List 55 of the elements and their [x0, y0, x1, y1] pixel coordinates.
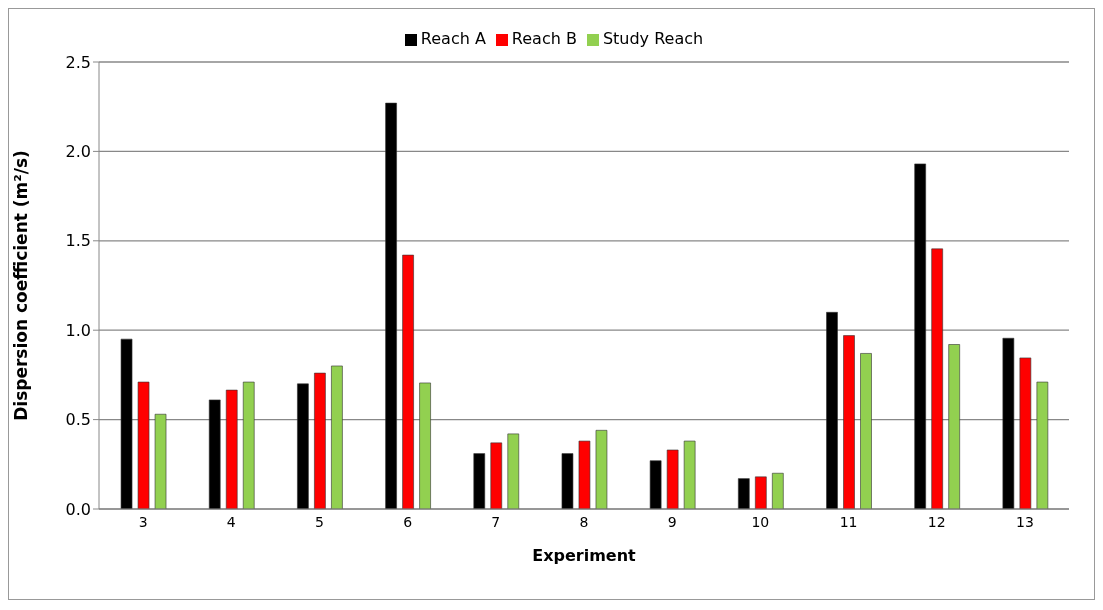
- bar: [120, 338, 133, 509]
- bar: [772, 472, 784, 509]
- y-tick-label: 2.0: [65, 142, 91, 162]
- x-tick-label: 13: [1015, 513, 1034, 530]
- bar: [473, 453, 486, 509]
- bar: [843, 335, 855, 509]
- x-tick-label: 10: [751, 513, 770, 530]
- y-tick-label: 0.0: [65, 499, 91, 519]
- x-tick-label: 12: [927, 513, 946, 530]
- bar: [578, 440, 591, 509]
- bar: [154, 413, 167, 509]
- x-axis-title: Experiment: [532, 546, 637, 565]
- bar: [242, 381, 255, 509]
- bar: [649, 460, 662, 509]
- x-tick-label: 11: [839, 513, 858, 530]
- bar: [314, 372, 326, 509]
- bar: [860, 353, 872, 509]
- y-axis-title: Dispersion coefficient (m²/s): [11, 150, 32, 421]
- bar: [826, 312, 838, 509]
- bar: [755, 476, 767, 509]
- x-tick-label: 6: [403, 513, 413, 530]
- x-tick-label: 8: [579, 513, 589, 530]
- bar: [385, 102, 397, 509]
- bar: [738, 478, 750, 509]
- bar: [137, 381, 150, 509]
- bar: [297, 383, 309, 509]
- x-tick-label: 9: [667, 513, 677, 530]
- bar: [914, 163, 926, 509]
- bar: [1036, 381, 1049, 509]
- x-tick-label: 3: [138, 513, 148, 530]
- bar: [595, 430, 608, 509]
- x-tick-label: 4: [226, 513, 236, 530]
- legend-label: Reach A: [420, 29, 486, 48]
- bar: [402, 254, 414, 509]
- legend-label: Study Reach: [602, 29, 704, 48]
- y-tick-label: 0.5: [65, 410, 91, 430]
- bar: [931, 248, 943, 509]
- bar: [490, 442, 503, 509]
- bar: [948, 344, 960, 509]
- x-tick-label: 7: [491, 513, 501, 530]
- bar: [419, 382, 431, 509]
- legend-label: Reach B: [511, 29, 577, 48]
- x-tick-label: 5: [314, 513, 324, 530]
- bar: [666, 449, 679, 509]
- bar: [208, 399, 221, 509]
- y-tick-label: 1.5: [65, 231, 91, 251]
- bar: [1002, 337, 1015, 509]
- bar: [331, 365, 343, 509]
- y-tick-label: 2.5: [65, 52, 91, 72]
- bar: [683, 440, 696, 509]
- bar: [561, 453, 574, 509]
- bar: [225, 389, 238, 509]
- y-tick-label: 1.0: [65, 320, 91, 340]
- bar: [507, 433, 520, 509]
- bar: [1019, 357, 1032, 509]
